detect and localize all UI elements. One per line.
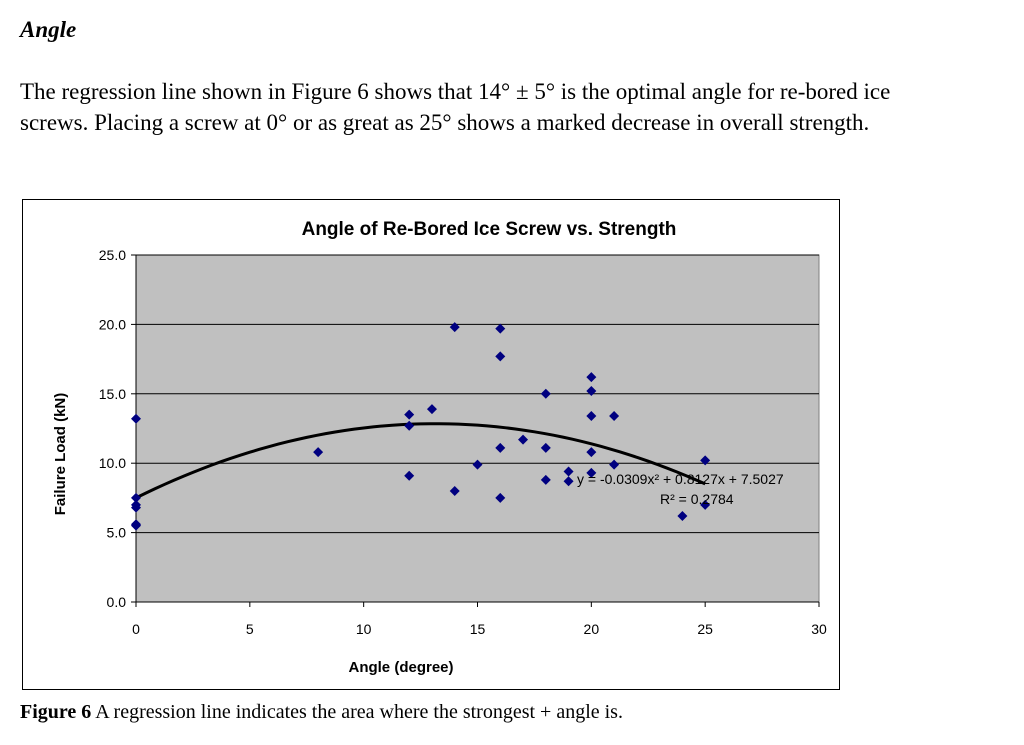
x-tick-label: 15 <box>470 621 486 637</box>
x-tick-label: 0 <box>132 621 140 637</box>
x-tick-label: 5 <box>246 621 254 637</box>
section-heading: Angle <box>20 17 77 42</box>
data-point-15 <box>495 351 506 362</box>
data-point-23 <box>563 476 574 487</box>
data-point-30 <box>609 459 620 470</box>
chart-title: Angle of Re-Bored Ice Screw vs. Strength <box>302 219 677 240</box>
y-tick-label: 5.0 <box>107 525 127 541</box>
data-point-12 <box>449 485 460 496</box>
data-point-18 <box>518 434 529 445</box>
y-tick-label: 20.0 <box>99 316 126 332</box>
y-tick-label: 25.0 <box>99 247 126 263</box>
data-point-13 <box>472 459 483 470</box>
data-point-17 <box>495 492 506 503</box>
data-point-22 <box>563 466 574 477</box>
data-point-16 <box>495 442 506 453</box>
x-axis-label: Angle (degree) <box>348 659 453 676</box>
x-axis-ticks: 0 5 10 15 20 25 30 <box>132 602 827 637</box>
data-point-7 <box>404 409 415 420</box>
data-point-25 <box>586 386 597 397</box>
trendline-r-squared: R² = 0.2784 <box>660 491 734 507</box>
scatter-chart: Angle of Re-Bored Ice Screw vs. Strength… <box>52 219 827 676</box>
caption-text: A regression line indicates the area whe… <box>91 701 623 723</box>
data-point-24 <box>586 372 597 383</box>
data-point-6 <box>313 447 324 458</box>
data-point-32 <box>700 455 711 466</box>
data-point-9 <box>404 470 415 481</box>
y-axis-label: Failure Load (kN) <box>52 393 69 516</box>
figure-frame: Angle of Re-Bored Ice Screw vs. Strength… <box>22 199 840 690</box>
y-tick-label: 0.0 <box>107 594 127 610</box>
y-tick-label: 10.0 <box>99 455 126 471</box>
body-paragraph: The regression line shown in Figure 6 sh… <box>20 79 891 135</box>
figure-caption: Figure 6 A regression line indicates the… <box>20 701 623 724</box>
y-tick-label: 15.0 <box>99 386 126 402</box>
data-points <box>131 322 711 531</box>
data-point-10 <box>426 404 437 415</box>
data-point-14 <box>495 323 506 334</box>
data-point-21 <box>540 474 551 485</box>
data-point-27 <box>586 447 597 458</box>
x-tick-label: 20 <box>584 621 600 637</box>
caption-label: Figure 6 <box>20 701 92 723</box>
x-tick-label: 10 <box>356 621 372 637</box>
plot-area <box>135 254 820 603</box>
x-tick-label: 30 <box>811 621 827 637</box>
data-point-33 <box>700 499 711 510</box>
y-axis-ticks: 0.0 5.0 10.0 15.0 20.0 25.0 <box>99 247 136 610</box>
data-point-29 <box>609 411 620 422</box>
data-point-3 <box>131 502 141 513</box>
data-point-20 <box>540 442 551 453</box>
data-point-11 <box>449 322 460 333</box>
data-point-1 <box>131 492 141 503</box>
data-point-5 <box>131 520 141 531</box>
data-point-28 <box>586 467 597 478</box>
regression-trendline <box>135 422 706 500</box>
data-point-0 <box>131 413 141 424</box>
data-point-8 <box>404 420 415 431</box>
x-tick-label: 25 <box>697 621 713 637</box>
trendline-equation: y = -0.0309x² + 0.8127x + 7.5027 <box>577 471 784 487</box>
data-point-19 <box>540 388 551 399</box>
data-point-26 <box>586 411 597 422</box>
